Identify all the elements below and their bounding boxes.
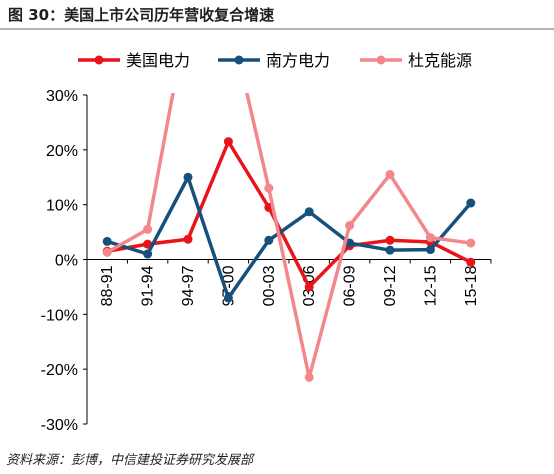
x-tick-label: 91-94: [140, 265, 157, 306]
data-point-2-9: [466, 238, 476, 248]
data-point-1-7: [385, 245, 395, 255]
chart-axes: [83, 94, 492, 425]
data-point-2-6: [345, 221, 355, 231]
data-point-0-2: [183, 234, 193, 244]
x-tick-label: 15-18: [463, 265, 480, 306]
data-point-1-4: [264, 235, 274, 245]
y-tick-label: 30%: [46, 88, 78, 105]
figure-title: 图 30：美国上市公司历年营收复合增速: [8, 6, 275, 24]
y-tick-label: -30%: [41, 417, 78, 434]
data-point-2-0: [102, 247, 112, 257]
data-point-2-7: [385, 170, 395, 180]
data-point-1-1: [143, 249, 153, 259]
series-lines: [102, 93, 476, 382]
data-point-1-8: [425, 245, 435, 255]
legend-label: 美国电力: [126, 51, 190, 70]
data-point-0-7: [385, 235, 395, 245]
x-tick-label: 06-09: [342, 265, 359, 306]
y-tick-label: 10%: [46, 198, 78, 215]
data-point-0-5: [304, 282, 314, 292]
series-line-1: [106, 175, 473, 300]
data-point-1-3: [223, 293, 233, 303]
x-tick-label: 09-12: [382, 265, 399, 306]
legend-swatch-marker: [234, 55, 244, 65]
data-point-2-8: [425, 233, 435, 243]
data-point-2-4: [264, 183, 274, 193]
data-point-1-9: [466, 198, 476, 208]
legend-label: 南方电力: [266, 51, 330, 70]
data-point-1-6: [345, 238, 355, 248]
data-point-2-5: [304, 372, 314, 382]
source-note: 资料来源：彭博，中信建投证券研究发展部: [6, 453, 254, 468]
data-point-0-3: [223, 137, 233, 147]
data-point-1-2: [183, 172, 193, 182]
series-line-2: [106, 93, 472, 380]
legend-label: 杜克能源: [408, 51, 472, 70]
series-line-0: [106, 139, 472, 289]
x-tick-label: 00-03: [261, 265, 278, 306]
line-chart: 美国电力 南方电力 杜克能源 30% 20% 10% 0% -10% -20% -30% 88-…: [41, 51, 492, 434]
y-tick-label: 20%: [46, 143, 78, 160]
legend-swatch-marker: [94, 55, 104, 65]
y-tick-label: -20%: [41, 362, 78, 379]
y-tick-labels: 30% 20% 10% 0% -10% -20% -30%: [41, 88, 78, 434]
x-tick-label: 12-15: [422, 265, 439, 306]
data-point-0-9: [466, 257, 476, 267]
title-divider: [0, 28, 554, 30]
chart-legend: 美国电力 南方电力 杜克能源: [78, 51, 472, 70]
x-tick-label: 88-91: [99, 265, 116, 306]
y-tick-label: -10%: [41, 307, 78, 324]
data-point-1-0: [102, 236, 112, 246]
legend-swatch-marker: [376, 55, 386, 65]
x-tick-label: 94-97: [180, 265, 197, 306]
data-point-1-5: [304, 207, 314, 217]
y-tick-label: 0%: [55, 253, 78, 270]
data-point-2-1: [143, 224, 153, 234]
